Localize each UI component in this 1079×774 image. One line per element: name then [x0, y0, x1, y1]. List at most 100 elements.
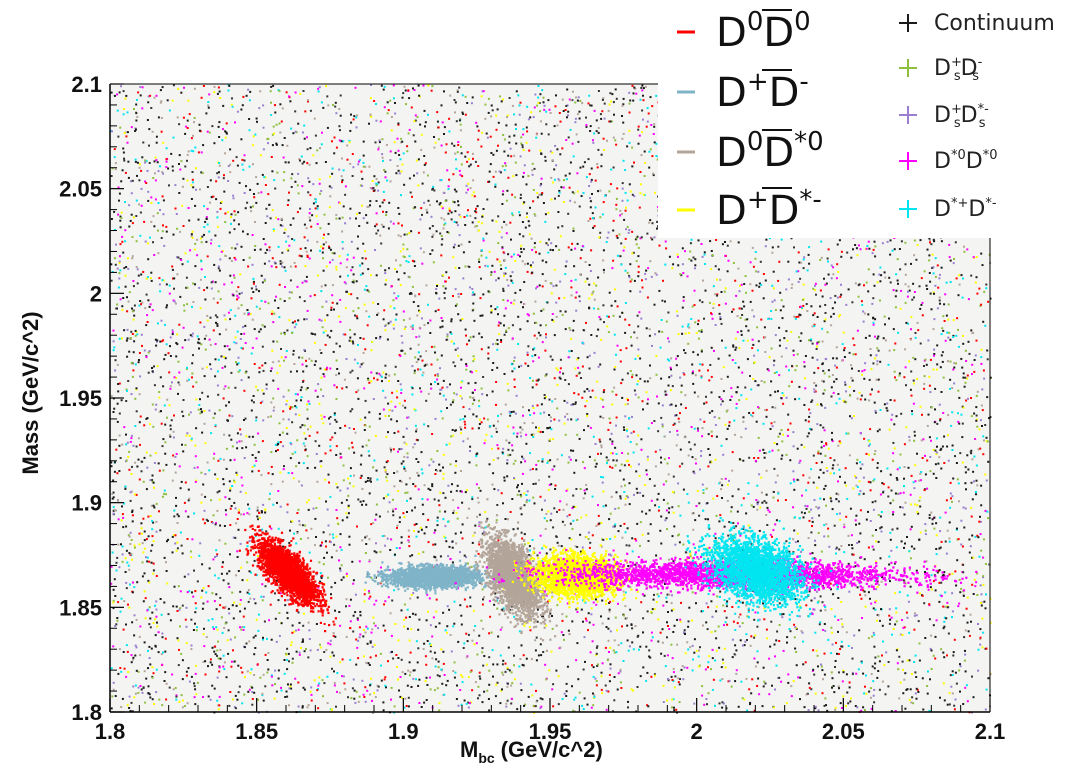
background-point — [374, 550, 376, 552]
background-point — [549, 459, 551, 461]
background-point — [236, 156, 238, 158]
background-point — [701, 331, 703, 333]
background-point — [186, 642, 188, 644]
background-point — [932, 518, 934, 520]
background-point — [939, 419, 941, 421]
background-point — [183, 327, 185, 329]
background-point — [660, 653, 662, 655]
background-point — [820, 469, 822, 471]
background-point — [128, 177, 130, 179]
background-point — [472, 158, 474, 160]
background-point — [598, 236, 600, 238]
background-point — [651, 105, 653, 107]
background-point — [638, 247, 640, 249]
background-point — [950, 425, 952, 427]
background-point — [528, 220, 530, 222]
background-point — [315, 390, 317, 392]
background-point — [839, 476, 841, 478]
background-point — [218, 577, 220, 579]
background-point — [382, 701, 384, 703]
background-point — [223, 174, 225, 176]
background-point — [559, 500, 561, 502]
background-point — [654, 236, 656, 238]
background-point — [893, 628, 895, 630]
background-point — [709, 364, 711, 366]
background-point — [630, 441, 632, 443]
background-point — [487, 419, 489, 421]
background-point — [555, 302, 557, 304]
background-point — [460, 359, 462, 361]
background-point — [172, 100, 174, 102]
background-point — [630, 191, 632, 193]
background-point — [648, 113, 650, 115]
background-point — [441, 244, 443, 246]
background-point — [203, 205, 205, 207]
background-point — [622, 200, 624, 202]
background-point — [802, 299, 804, 301]
background-point — [873, 273, 875, 275]
background-point — [915, 337, 917, 339]
background-point — [967, 597, 969, 599]
background-point — [595, 397, 597, 399]
background-point — [596, 119, 598, 121]
background-point — [363, 500, 365, 502]
background-point — [160, 376, 162, 378]
background-point — [981, 618, 983, 620]
background-point — [682, 544, 684, 546]
background-point — [128, 451, 130, 453]
background-point — [178, 664, 180, 666]
background-point — [794, 369, 796, 371]
background-point — [958, 346, 960, 348]
background-point — [712, 318, 714, 320]
background-point — [162, 86, 164, 88]
background-point — [500, 171, 502, 173]
background-point — [397, 639, 399, 641]
background-point — [354, 690, 356, 692]
background-point — [714, 293, 716, 295]
background-point — [523, 458, 525, 460]
background-point — [483, 655, 485, 657]
background-point — [235, 472, 237, 474]
background-point — [855, 524, 857, 526]
background-point — [142, 575, 144, 577]
background-point — [199, 398, 201, 400]
background-point — [449, 95, 451, 97]
background-point — [322, 247, 324, 249]
background-point — [590, 206, 592, 208]
background-point — [808, 254, 810, 256]
background-point — [663, 685, 665, 687]
background-point — [599, 364, 601, 366]
background-point — [793, 479, 795, 481]
background-point — [630, 370, 632, 372]
background-point — [166, 583, 168, 585]
background-point — [916, 504, 918, 506]
background-point — [245, 372, 247, 374]
background-point — [385, 284, 387, 286]
background-point — [495, 695, 497, 697]
background-point — [121, 337, 123, 339]
background-point — [727, 270, 729, 272]
background-point — [392, 299, 394, 301]
background-point — [455, 267, 457, 269]
background-point — [672, 385, 674, 387]
background-point — [401, 659, 403, 661]
background-point — [119, 220, 121, 222]
background-point — [219, 666, 221, 668]
background-point — [582, 342, 584, 344]
background-point — [462, 523, 464, 525]
background-point — [320, 190, 322, 192]
background-point — [153, 540, 155, 542]
background-point — [771, 348, 773, 350]
background-point — [124, 240, 126, 242]
background-point — [513, 155, 515, 157]
background-point — [383, 169, 385, 171]
background-point — [481, 132, 483, 134]
background-point — [657, 430, 659, 432]
background-point — [837, 631, 839, 633]
background-point — [210, 699, 212, 701]
background-point — [504, 169, 506, 171]
background-point — [208, 695, 210, 697]
background-point — [438, 661, 440, 663]
background-point — [472, 294, 474, 296]
background-point — [116, 557, 118, 559]
